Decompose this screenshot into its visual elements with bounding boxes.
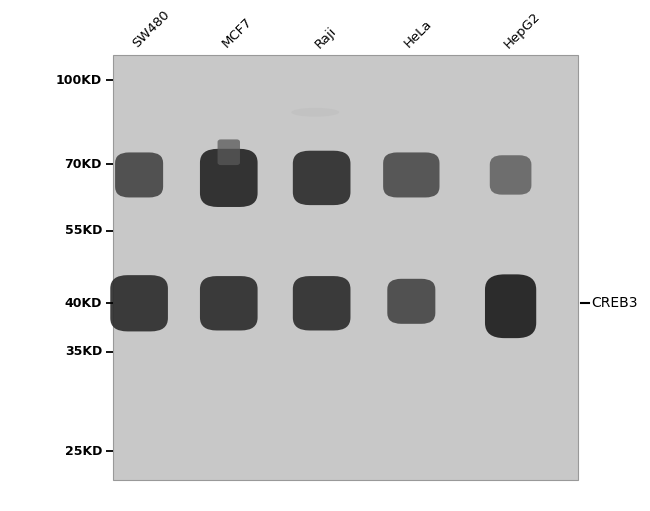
Text: 35KD: 35KD: [65, 345, 102, 358]
FancyBboxPatch shape: [387, 279, 436, 324]
FancyBboxPatch shape: [292, 276, 350, 331]
FancyBboxPatch shape: [200, 276, 257, 331]
FancyBboxPatch shape: [115, 152, 163, 197]
Ellipse shape: [291, 108, 339, 117]
FancyBboxPatch shape: [200, 149, 257, 207]
Text: CREB3: CREB3: [592, 296, 638, 310]
Text: SW480: SW480: [130, 8, 172, 51]
FancyBboxPatch shape: [114, 56, 578, 480]
Text: 100KD: 100KD: [56, 74, 102, 87]
FancyBboxPatch shape: [490, 155, 532, 195]
Text: MCF7: MCF7: [220, 15, 255, 51]
Text: HeLa: HeLa: [402, 18, 435, 51]
Text: Raji: Raji: [313, 24, 339, 51]
FancyBboxPatch shape: [383, 152, 439, 197]
FancyBboxPatch shape: [111, 275, 168, 332]
FancyBboxPatch shape: [485, 274, 536, 338]
FancyBboxPatch shape: [218, 140, 240, 165]
Text: 55KD: 55KD: [64, 224, 102, 237]
Text: 25KD: 25KD: [64, 445, 102, 458]
Text: 70KD: 70KD: [64, 157, 102, 171]
Text: HepG2: HepG2: [501, 9, 543, 51]
Text: 40KD: 40KD: [64, 297, 102, 310]
FancyBboxPatch shape: [292, 151, 350, 205]
